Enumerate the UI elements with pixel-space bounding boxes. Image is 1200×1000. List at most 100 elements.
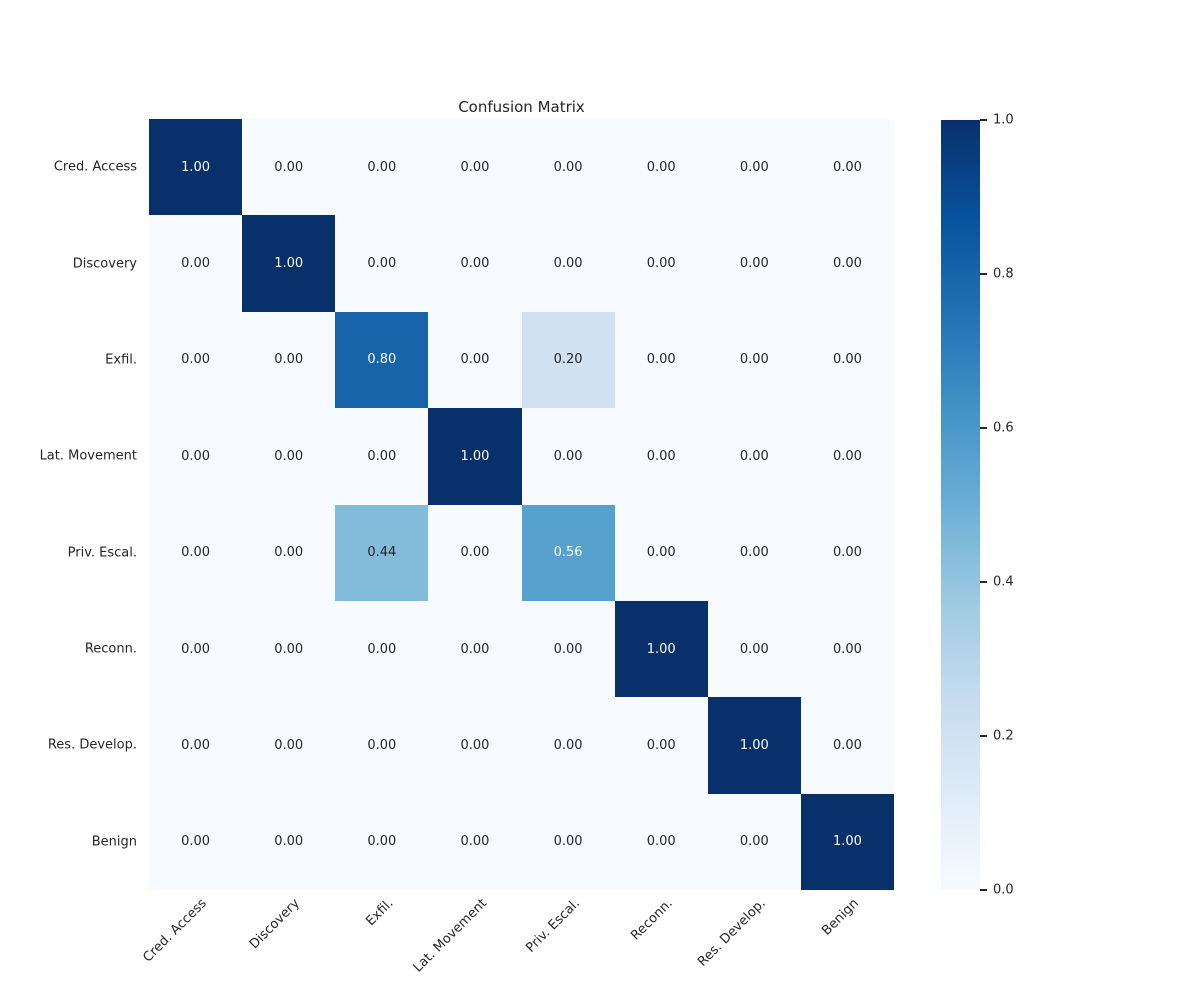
cell-value: 0.00 — [832, 352, 862, 368]
heatmap-cell: 0.00 — [707, 504, 801, 601]
heatmap-cell: 0.20 — [521, 311, 615, 409]
cell-value: 0.80 — [367, 352, 397, 368]
cell-value: 0.20 — [553, 352, 583, 368]
cell-value: 0.00 — [460, 545, 490, 561]
heatmap-cell: 0.00 — [800, 215, 894, 312]
cell-value: 0.00 — [181, 641, 211, 657]
cell-value: 0.00 — [460, 352, 490, 368]
heatmap-cell: 0.00 — [242, 504, 336, 601]
cell-value: 0.00 — [646, 834, 676, 850]
cell-value: 0.00 — [181, 737, 211, 753]
heatmap-cell: 0.00 — [521, 119, 615, 216]
cell-value: 0.00 — [274, 545, 304, 561]
cell-value: 0.00 — [367, 641, 397, 657]
heatmap-cell: 0.00 — [800, 119, 894, 216]
heatmap-cell: 0.00 — [149, 408, 243, 505]
heatmap-cell: 0.00 — [707, 119, 801, 216]
cell-value: 0.00 — [274, 834, 304, 850]
cell-value: 1.00 — [274, 256, 304, 272]
y-tick-label: Reconn. — [84, 641, 137, 657]
cell-value: 0.00 — [367, 256, 397, 272]
heatmap-cell: 0.00 — [800, 408, 894, 505]
colorbar-tick-label: 0.4 — [993, 574, 1014, 590]
heatmap-cell: 0.00 — [521, 697, 615, 794]
heatmap-cell: 0.00 — [428, 697, 522, 794]
cell-value: 0.00 — [553, 448, 583, 464]
x-tick-label: Priv. Escal. — [523, 896, 583, 956]
heatmap-cell: 0.00 — [335, 215, 429, 312]
heatmap-cell: 1.00 — [800, 793, 894, 890]
heatmap-cell: 0.00 — [428, 215, 522, 312]
x-tick-label: Benign — [819, 896, 863, 939]
heatmap-cell: 1.00 — [707, 697, 801, 794]
heatmap-cell: 1.00 — [242, 215, 336, 312]
cell-value: 1.00 — [181, 159, 211, 175]
cell-value: 0.00 — [832, 641, 862, 657]
colorbar-tick-label: 0.0 — [993, 882, 1014, 898]
heatmap-cell: 0.00 — [242, 600, 336, 698]
cell-value: 0.00 — [367, 737, 397, 753]
heatmap-grid: 1.00 0.00 0.00 0.00 0.00 0.00 0.00 0.00 0.00 1.00… — [149, 119, 894, 890]
colorbar-gradient — [941, 120, 980, 890]
heatmap-cell: 0.00 — [149, 793, 243, 890]
colorbar-tick-label: 0.2 — [993, 728, 1014, 744]
cell-value: 0.00 — [553, 737, 583, 753]
heatmap-cell: 0.00 — [428, 311, 522, 409]
heatmap-cell: 0.00 — [800, 600, 894, 698]
colorbar: 1.0 0.8 0.6 0.4 0.2 0.0 — [941, 113, 1014, 898]
heatmap-cell: 0.00 — [614, 793, 708, 890]
heatmap-cell: 0.00 — [614, 408, 708, 505]
cell-value: 0.00 — [553, 256, 583, 272]
x-tick-label: Exfil. — [363, 896, 397, 930]
heatmap-cell: 0.00 — [149, 697, 243, 794]
cell-value: 0.00 — [460, 256, 490, 272]
cell-value: 0.00 — [181, 448, 211, 464]
cell-value: 0.00 — [739, 448, 769, 464]
cell-value: 0.00 — [646, 159, 676, 175]
heatmap-cell: 0.00 — [707, 215, 801, 312]
y-tick-label: Cred. Access — [53, 159, 137, 175]
cell-value: 0.00 — [646, 737, 676, 753]
cell-value: 1.00 — [832, 834, 862, 850]
heatmap-cell: 0.00 — [242, 119, 336, 216]
cell-value: 1.00 — [739, 737, 769, 753]
cell-value: 0.00 — [274, 737, 304, 753]
heatmap-cell: 0.00 — [800, 311, 894, 409]
x-tick-label: Res. Develop. — [695, 896, 769, 970]
heatmap-cell: 0.00 — [428, 119, 522, 216]
heatmap-cell: 0.00 — [335, 793, 429, 890]
cell-value: 0.00 — [274, 159, 304, 175]
colorbar-tick-label: 0.6 — [993, 420, 1014, 436]
heatmap-cell: 0.00 — [707, 311, 801, 409]
y-tick-label: Discovery — [72, 256, 137, 272]
colorbar-tick — [980, 427, 987, 429]
heatmap-cell: 1.00 — [614, 600, 708, 698]
heatmap-cell: 0.00 — [242, 408, 336, 505]
heatmap-cell: 0.00 — [614, 697, 708, 794]
cell-value: 0.00 — [646, 545, 676, 561]
cell-value: 0.00 — [460, 834, 490, 850]
cell-value: 1.00 — [460, 448, 490, 464]
heatmap-cell: 0.00 — [521, 600, 615, 698]
cell-value: 0.00 — [181, 834, 211, 850]
heatmap-cell: 0.56 — [521, 504, 615, 601]
cell-value: 0.00 — [274, 641, 304, 657]
x-tick-label: Cred. Access — [140, 896, 211, 966]
cell-value: 0.00 — [274, 352, 304, 368]
colorbar-tick — [980, 119, 987, 121]
heatmap-cell: 0.00 — [428, 793, 522, 890]
y-tick-label: Benign — [91, 834, 137, 850]
colorbar-tick-label: 1.0 — [993, 112, 1014, 128]
cell-value: 0.00 — [739, 256, 769, 272]
heatmap-cell: 0.00 — [800, 504, 894, 601]
heatmap-cell: 0.00 — [149, 504, 243, 601]
cell-value: 0.00 — [739, 834, 769, 850]
heatmap-cell: 0.00 — [335, 408, 429, 505]
heatmap-cell: 0.00 — [335, 600, 429, 698]
heatmap-cell: 0.00 — [149, 600, 243, 698]
chart-title: Confusion Matrix — [458, 98, 585, 116]
heatmap-cell: 0.00 — [707, 408, 801, 505]
heatmap-cell: 0.00 — [149, 311, 243, 409]
cell-value: 0.00 — [832, 256, 862, 272]
